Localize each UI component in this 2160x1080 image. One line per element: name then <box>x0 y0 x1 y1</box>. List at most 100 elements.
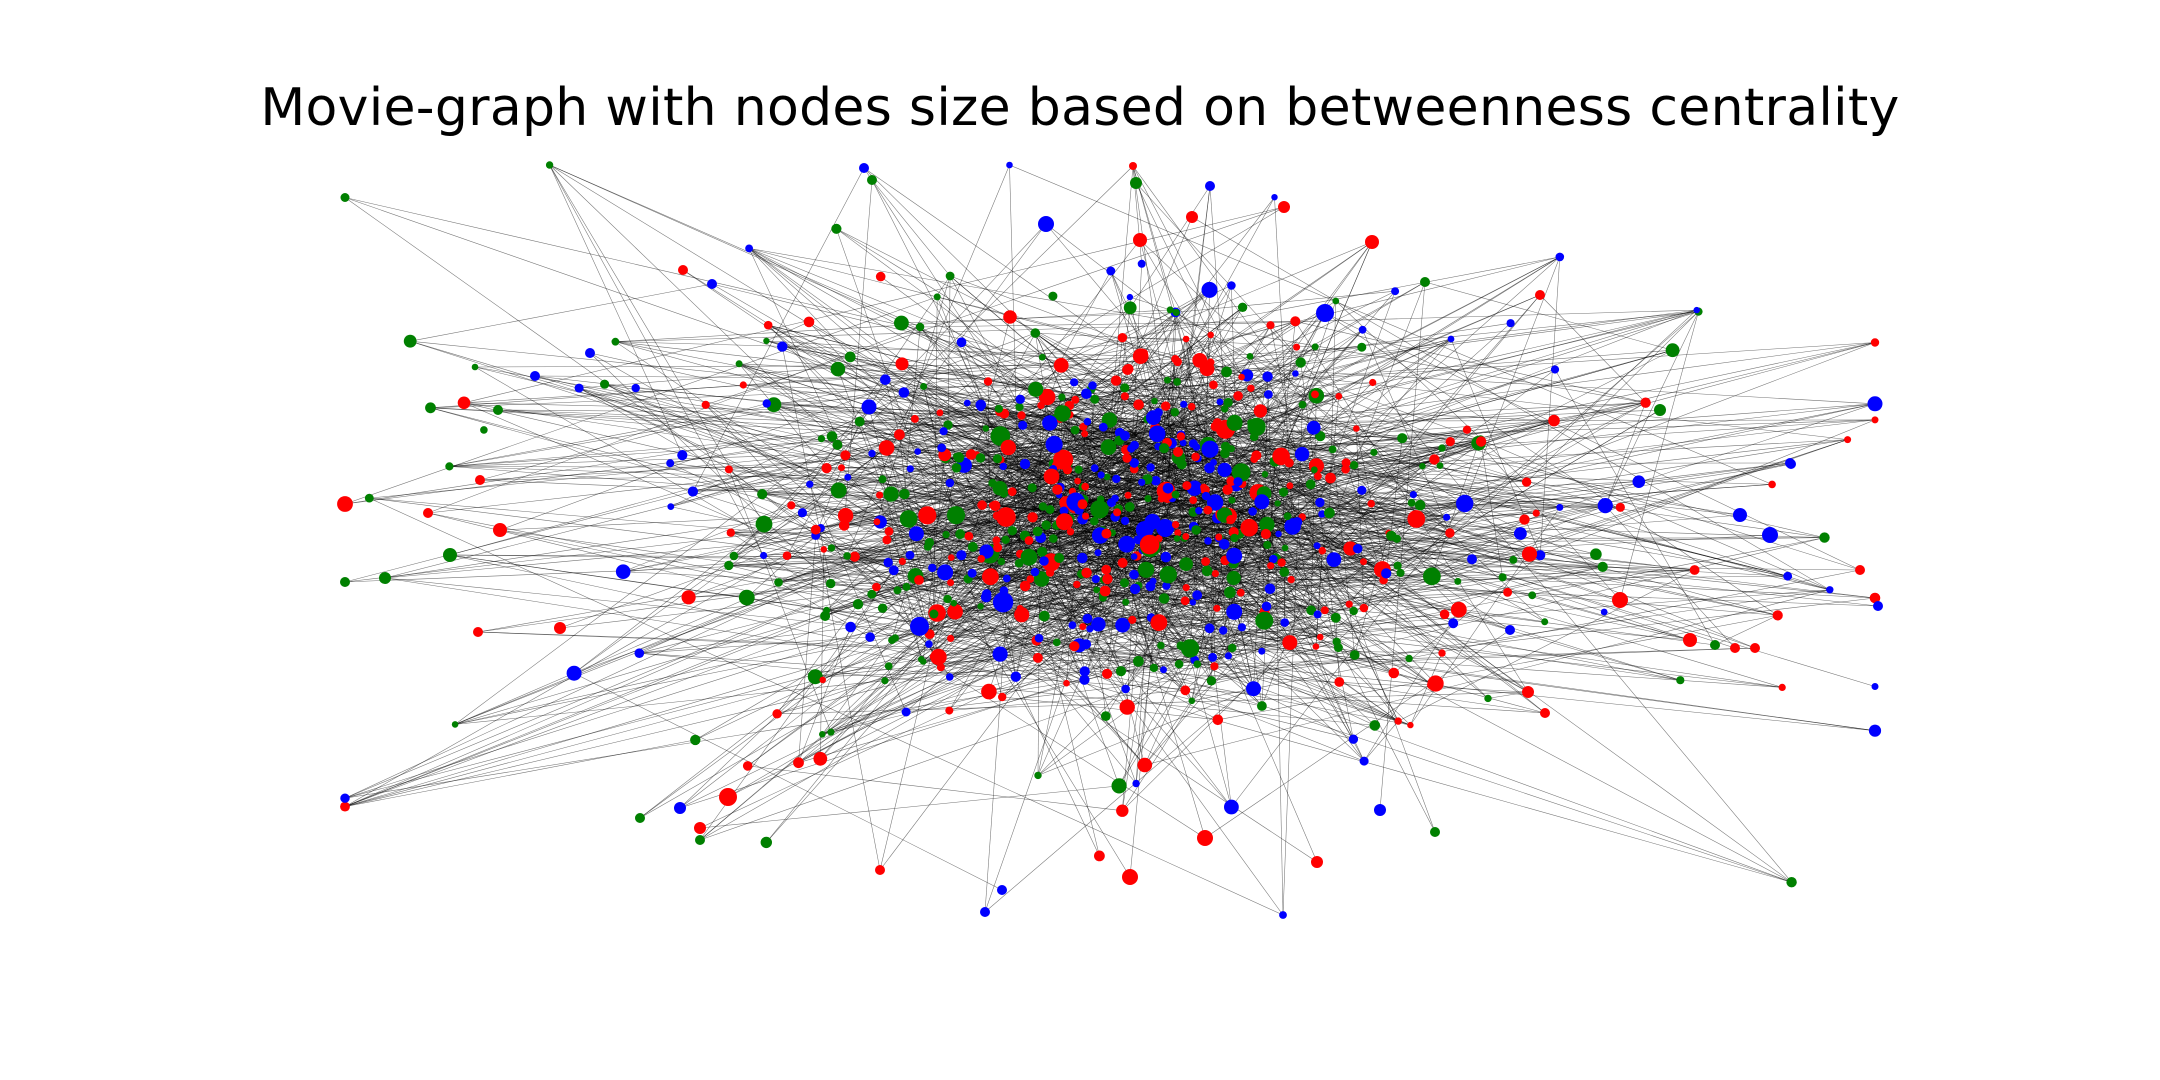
graph-node-blue <box>1201 440 1219 458</box>
graph-node-green <box>1283 512 1292 521</box>
graph-node-red <box>1122 869 1138 885</box>
graph-edge <box>917 361 1178 452</box>
graph-edge <box>1714 615 1778 646</box>
graph-edge <box>384 435 1321 579</box>
graph-node-green <box>867 175 877 185</box>
graph-edge <box>1019 394 1269 408</box>
graph-edge <box>955 592 1508 612</box>
graph-node-blue <box>1042 415 1058 431</box>
graph-node-blue <box>615 564 631 579</box>
graph-edge <box>1034 362 1301 573</box>
graph-node-green <box>1120 383 1130 393</box>
graph-node-blue <box>880 374 891 386</box>
graph-node-green <box>729 551 739 561</box>
graph-node-blue <box>1359 756 1369 766</box>
graph-node-blue <box>1292 370 1299 377</box>
graph-edge <box>463 206 1285 404</box>
graph-node-blue <box>1374 804 1386 816</box>
graph-node-green <box>852 599 864 610</box>
graph-node-green <box>1786 877 1797 888</box>
graph-node-red <box>882 535 892 545</box>
graph-edge <box>474 365 1062 368</box>
graph-edge <box>1191 569 1861 702</box>
graph-node-red <box>1284 458 1294 468</box>
graph-edge <box>961 342 1120 786</box>
graph-node-green <box>1090 500 1109 519</box>
graph-edge <box>344 197 1825 538</box>
graph-node-green <box>1263 540 1272 550</box>
graph-node-red <box>948 554 955 561</box>
graph-node-red <box>1226 515 1236 525</box>
graph-node-blue <box>1132 779 1140 788</box>
graph-node-red <box>1318 546 1327 555</box>
graph-node-blue <box>1018 420 1028 430</box>
graph-node-blue <box>1550 365 1560 374</box>
graph-node-blue <box>1456 494 1474 513</box>
graph-node-red <box>1438 649 1446 657</box>
graph-node-red <box>1173 447 1183 457</box>
graph-node-green <box>1237 302 1248 312</box>
graph-node-red <box>1073 580 1081 589</box>
graph-edge <box>960 533 1375 726</box>
graph-node-blue <box>1216 398 1224 406</box>
graph-edge <box>1151 342 1876 618</box>
graph-node-green <box>951 463 962 473</box>
graph-node-blue <box>844 473 852 481</box>
graph-node-blue <box>1318 510 1326 518</box>
graph-node-green <box>942 530 950 539</box>
graph-node-green <box>471 363 479 371</box>
graph-edge <box>499 332 1036 531</box>
graph-node-red <box>1612 592 1628 608</box>
graph-node-red <box>724 465 733 474</box>
graph-node-green <box>1074 465 1083 474</box>
graph-node-red <box>910 414 919 423</box>
graph-node-blue <box>674 802 686 814</box>
graph-node-blue <box>1106 266 1116 276</box>
graph-node-green <box>1246 353 1254 360</box>
graph-edge <box>344 553 1021 807</box>
graph-node-blue <box>956 550 967 561</box>
graph-edge <box>344 679 1085 799</box>
graph-node-red <box>1503 587 1513 597</box>
graph-node-red <box>1027 512 1038 523</box>
graph-edge <box>1175 290 1396 313</box>
graph-node-blue <box>530 371 540 381</box>
graph-node-green <box>1710 640 1720 650</box>
graph-node-red <box>337 496 353 512</box>
graph-node-green <box>445 462 454 471</box>
graph-node-red <box>1730 643 1740 653</box>
graph-node-green <box>915 322 925 332</box>
graph-node-blue <box>1316 304 1334 322</box>
graph-node-green <box>1163 376 1171 384</box>
graph-node-red <box>1429 454 1440 465</box>
graph-node-green <box>1166 306 1174 314</box>
graph-edge <box>449 466 842 468</box>
graph-node-red <box>1189 496 1198 505</box>
graph-node-green <box>832 439 843 450</box>
graph-node-red <box>1056 513 1073 531</box>
graph-node-green <box>1231 463 1251 482</box>
graph-edge <box>549 164 921 328</box>
graph-node-red <box>1335 392 1343 400</box>
graph-node-red <box>1251 450 1262 461</box>
graph-edge <box>430 407 1168 443</box>
graph-node-blue <box>1045 435 1063 453</box>
graph-node-red <box>1139 348 1148 358</box>
graph-node-blue <box>1381 568 1392 579</box>
graph-edge <box>887 562 924 662</box>
graph-edge <box>748 248 1417 520</box>
graph-edge <box>1085 515 1876 599</box>
graph-edge <box>1172 498 1411 726</box>
graph-node-blue <box>1189 599 1197 606</box>
graph-edge <box>449 256 1560 467</box>
graph-edge <box>692 167 865 492</box>
graph-edge <box>1003 466 1088 619</box>
graph-node-red <box>457 396 471 410</box>
graph-node-blue <box>1233 477 1243 487</box>
graph-edge <box>615 309 1697 342</box>
graph-node-blue <box>898 387 910 398</box>
graph-node-blue <box>1306 420 1321 435</box>
graph-edge <box>479 403 767 481</box>
graph-edge <box>449 334 1211 467</box>
graph-edge <box>1110 270 1194 444</box>
